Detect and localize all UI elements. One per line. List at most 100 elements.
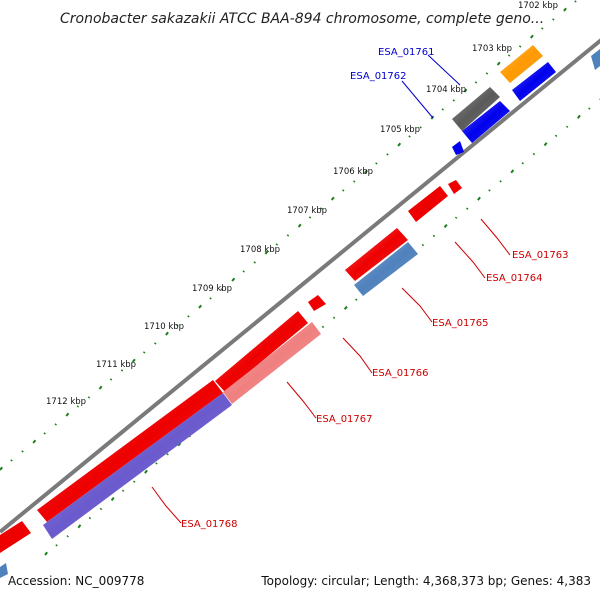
gc-tick: [166, 453, 169, 456]
gc-tick: [408, 135, 411, 138]
gc-tick: [10, 459, 13, 462]
gc-tick: [121, 489, 125, 492]
gc-tick: [131, 358, 136, 363]
gc-tick: [419, 126, 422, 129]
gc-tick: [66, 535, 69, 538]
gc-tick: [510, 169, 515, 174]
gc-tick: [154, 342, 157, 345]
gc-tick: [552, 18, 555, 21]
gc-tick: [342, 189, 345, 192]
gc-tick: [32, 439, 37, 444]
gene-feature-edge-red[interactable]: [0, 521, 31, 553]
gene-feature-esa-01766-small[interactable]: [308, 295, 326, 311]
genome-summary-text: Topology: circular; Length: 4,368,373 bp…: [261, 574, 591, 588]
gc-tick: [43, 432, 46, 435]
gc-tick: [375, 162, 378, 165]
gene-label-esa-01761[interactable]: ESA_01761: [378, 47, 435, 58]
gc-tick: [242, 270, 245, 273]
gc-tick: [496, 61, 501, 66]
gc-tick: [54, 423, 57, 426]
gc-tick: [297, 223, 302, 228]
chromosome-backbone: [0, 38, 600, 534]
forward-strand-genes: [0, 45, 543, 553]
gene-label-esa-01767[interactable]: ESA_01767: [316, 414, 373, 425]
scale-tick-1705: 1705 kbp: [380, 125, 420, 135]
gc-tick: [386, 153, 389, 156]
gc-tick: [588, 107, 591, 110]
gc-tick: [364, 169, 368, 174]
gene-feature-small-red[interactable]: [448, 180, 462, 194]
gene-feature-esa-01763[interactable]: [408, 186, 448, 222]
gene-label-esa-01763[interactable]: ESA_01763: [512, 250, 569, 261]
gc-tick: [87, 396, 91, 399]
gc-tick: [110, 496, 115, 502]
gc-tick: [21, 450, 24, 453]
map-title: Cronobacter sakazakii ATCC BAA-894 chrom…: [60, 11, 544, 27]
gc-tick: [466, 207, 469, 210]
gene-label-esa-01765[interactable]: ESA_01765: [432, 318, 489, 329]
label-leaders: [151, 54, 511, 524]
gc-tick: [454, 216, 458, 219]
gc-tick: [133, 480, 136, 483]
gc-tick: [477, 196, 481, 201]
gc-tick: [98, 385, 103, 390]
gc-tick: [99, 507, 103, 511]
gc-tick: [488, 189, 491, 192]
gc-tick: [541, 27, 544, 30]
gene-label-esa-01768[interactable]: ESA_01768: [181, 519, 238, 530]
gc-tick: [485, 72, 489, 75]
gc-tick: [353, 180, 356, 183]
scale-tick-1702: 1702 kbp: [518, 1, 558, 11]
gc-tick: [563, 7, 567, 12]
gc-tick: [574, 0, 577, 3]
gc-tick: [44, 551, 48, 556]
gc-tick: [144, 469, 148, 474]
scale-tick-1706: 1706 kbp: [333, 167, 373, 177]
scale-tick-1704: 1704 kbp: [426, 85, 466, 95]
gc-tick: [165, 331, 169, 336]
scale-tick-1708: 1708 kbp: [240, 245, 280, 255]
gc-tick: [65, 412, 70, 417]
gene-feature-steel-edge[interactable]: [591, 49, 600, 70]
scale-tick-1711: 1711 kbp: [96, 360, 136, 370]
gene-feature-blue-small[interactable]: [452, 141, 464, 155]
reverse-strand-genes: [0, 49, 600, 578]
gc-tick: [0, 466, 3, 471]
gene-label-esa-01764[interactable]: ESA_01764: [486, 273, 543, 284]
gc-tick: [355, 298, 358, 301]
gc-tick: [343, 305, 348, 310]
gc-tick: [521, 161, 524, 165]
gc-tick: [198, 304, 202, 309]
gc-tick: [421, 243, 425, 247]
gc-tick: [77, 524, 82, 529]
gc-tick: [76, 405, 80, 408]
gc-tick: [474, 81, 478, 84]
gc-tick: [286, 234, 290, 237]
gc-tick: [577, 114, 581, 119]
gc-tick: [319, 207, 323, 210]
scale-tick-1703: 1703 kbp: [472, 44, 512, 54]
gc-tick: [543, 142, 548, 147]
gc-tick: [220, 288, 223, 291]
gene-feature-steel-corner[interactable]: [0, 563, 8, 578]
accession-text: Accession: NC_009778: [8, 574, 145, 588]
gc-tick: [532, 152, 536, 156]
gc-tick: [308, 216, 312, 219]
gc-tick: [499, 180, 502, 183]
gc-tick: [565, 125, 569, 128]
gc-tick: [530, 34, 534, 39]
gc-tick: [554, 134, 558, 138]
gc-tick: [231, 277, 236, 282]
scale-tick-1707: 1707 kbp: [287, 206, 327, 216]
gc-tick: [275, 243, 279, 246]
gene-labels: ESA_01761 ESA_01762 ESA_01763 ESA_01764 …: [181, 47, 569, 530]
gc-tick: [441, 108, 444, 111]
gc-tick: [253, 261, 256, 264]
gene-label-esa-01762[interactable]: ESA_01762: [350, 71, 407, 82]
gc-tick: [452, 99, 456, 102]
scale-tick-1712: 1712 kbp: [46, 397, 86, 407]
gene-label-esa-01766[interactable]: ESA_01766: [372, 368, 429, 379]
gc-tick: [507, 54, 511, 57]
